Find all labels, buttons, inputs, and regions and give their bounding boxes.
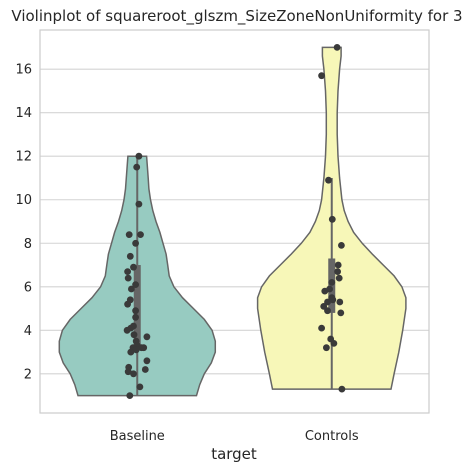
point-baseline-10	[132, 281, 140, 288]
point-controls-2	[325, 176, 332, 184]
point-controls-8	[328, 279, 336, 286]
x-tick-labels: Baseline Controls	[110, 429, 359, 444]
point-controls-21	[323, 344, 330, 352]
x-axis-label: target	[211, 445, 257, 463]
point-baseline-5	[132, 239, 140, 247]
point-baseline-33	[136, 383, 144, 391]
point-baseline-15	[143, 333, 151, 341]
point-baseline-28	[143, 357, 151, 365]
point-baseline-16	[132, 313, 140, 321]
x-tick-baseline: Baseline	[110, 429, 165, 444]
point-baseline-4	[137, 231, 144, 239]
point-baseline-34	[126, 392, 134, 399]
y-tick-10: 10	[15, 193, 32, 208]
x-tick-controls: Controls	[305, 429, 359, 444]
point-baseline-31	[124, 368, 132, 376]
point-controls-12	[329, 296, 337, 304]
point-baseline-8	[124, 268, 131, 275]
point-controls-10	[321, 287, 329, 295]
y-tick-labels: 2 4 6 8 10 12 14 16	[15, 63, 32, 383]
point-baseline-27	[132, 346, 140, 354]
y-tick-6: 6	[24, 280, 32, 295]
data-points	[123, 44, 346, 399]
point-controls-20	[330, 340, 338, 347]
point-baseline-20	[130, 331, 138, 339]
y-tick-16: 16	[15, 63, 32, 78]
point-baseline-14	[132, 307, 140, 315]
point-baseline-0	[135, 152, 143, 160]
point-controls-16	[324, 307, 331, 315]
point-baseline-19	[123, 326, 131, 334]
chart-title: Violinplot of squareroot_glszm_SizeZoneN…	[11, 7, 462, 26]
point-baseline-32	[130, 370, 137, 378]
point-controls-13	[324, 298, 331, 306]
point-baseline-24	[127, 348, 135, 356]
point-controls-1	[318, 72, 325, 80]
point-baseline-9	[124, 274, 132, 282]
point-controls-3	[328, 215, 336, 223]
iqr-box-baseline	[133, 265, 141, 348]
y-tick-8: 8	[24, 237, 32, 252]
y-tick-12: 12	[15, 150, 32, 165]
plot-frame	[39, 29, 430, 414]
point-controls-6	[334, 268, 341, 275]
point-baseline-11	[127, 285, 135, 293]
violins	[58, 46, 407, 397]
point-baseline-6	[126, 252, 134, 260]
point-baseline-2	[135, 200, 143, 208]
point-controls-22	[338, 385, 346, 393]
point-controls-0	[333, 44, 341, 51]
y-tick-4: 4	[24, 324, 32, 339]
point-controls-14	[336, 298, 344, 306]
y-tick-2: 2	[24, 367, 32, 382]
point-baseline-3	[125, 231, 133, 239]
point-controls-17	[337, 309, 345, 317]
y-tick-14: 14	[15, 106, 32, 121]
point-baseline-30	[141, 366, 149, 373]
point-baseline-1	[133, 163, 141, 171]
point-controls-4	[338, 242, 345, 249]
point-baseline-13	[124, 300, 131, 308]
point-controls-5	[334, 261, 342, 269]
point-controls-18	[318, 324, 325, 332]
point-baseline-26	[140, 344, 148, 352]
point-baseline-7	[130, 263, 137, 271]
point-controls-7	[335, 274, 343, 282]
